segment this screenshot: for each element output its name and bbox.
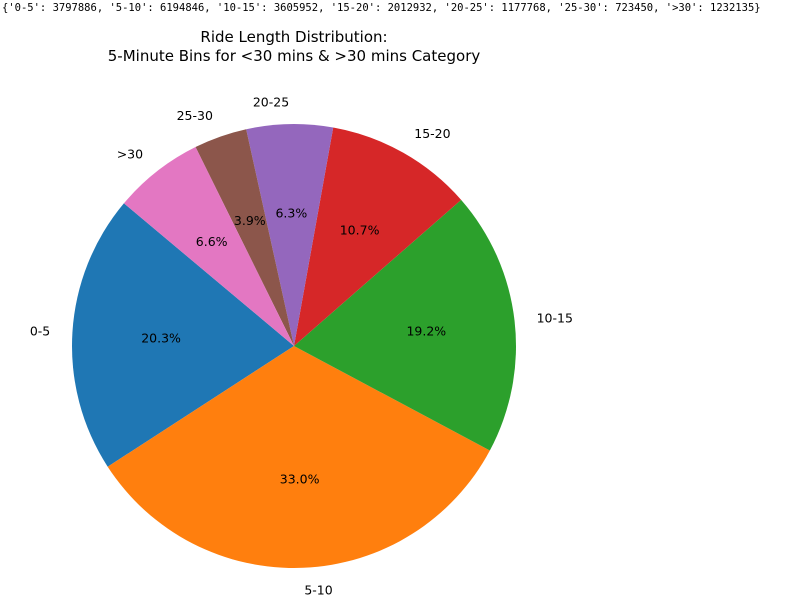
- pct-label-20-25: 6.3%: [275, 205, 307, 220]
- pie-slice-25-30: [195, 129, 294, 346]
- chart-title-line-2: 5-Minute Bins for <30 mins & >30 mins Ca…: [107, 47, 481, 65]
- pct-label-5-10: 33.0%: [280, 472, 320, 487]
- chart-title-line-1: Ride Length Distribution:: [200, 28, 388, 46]
- category-label-10-15: 10-15: [537, 311, 573, 326]
- pie-slice-gt30: [123, 147, 294, 346]
- category-label-25-30: 25-30: [177, 108, 213, 123]
- pct-label-25-30: 3.9%: [234, 213, 266, 228]
- pie-slices: [71, 123, 517, 568]
- pie-slice-5-10: [107, 346, 490, 568]
- chart-title: Ride Length Distribution: 5-Minute Bins …: [108, 28, 480, 66]
- printed-output: {'0-5': 3797886, '5-10': 6194846, '10-15…: [2, 2, 761, 14]
- pct-label-10-15: 19.2%: [406, 323, 446, 338]
- pct-label-gt30: 6.6%: [196, 234, 228, 249]
- pie-slice-0-5: [71, 203, 294, 467]
- category-label-5-10: 5-10: [304, 582, 332, 597]
- pct-label-0-5: 20.3%: [141, 330, 181, 345]
- category-label-15-20: 15-20: [414, 126, 450, 141]
- pct-label-15-20: 10.7%: [340, 223, 380, 238]
- pie-slice-10-15: [294, 199, 517, 451]
- category-label-0-5: 0-5: [30, 323, 50, 338]
- category-label-20-25: 20-25: [253, 94, 289, 109]
- pie-labels: 20.3% 0-5 33.0% 5-10 19.2% 10-15 10.7% 15-20 6.3…: [30, 94, 573, 597]
- category-label-gt30: >30: [117, 147, 143, 162]
- pie-slice-15-20: [294, 127, 462, 346]
- pie-slice-20-25: [246, 123, 334, 347]
